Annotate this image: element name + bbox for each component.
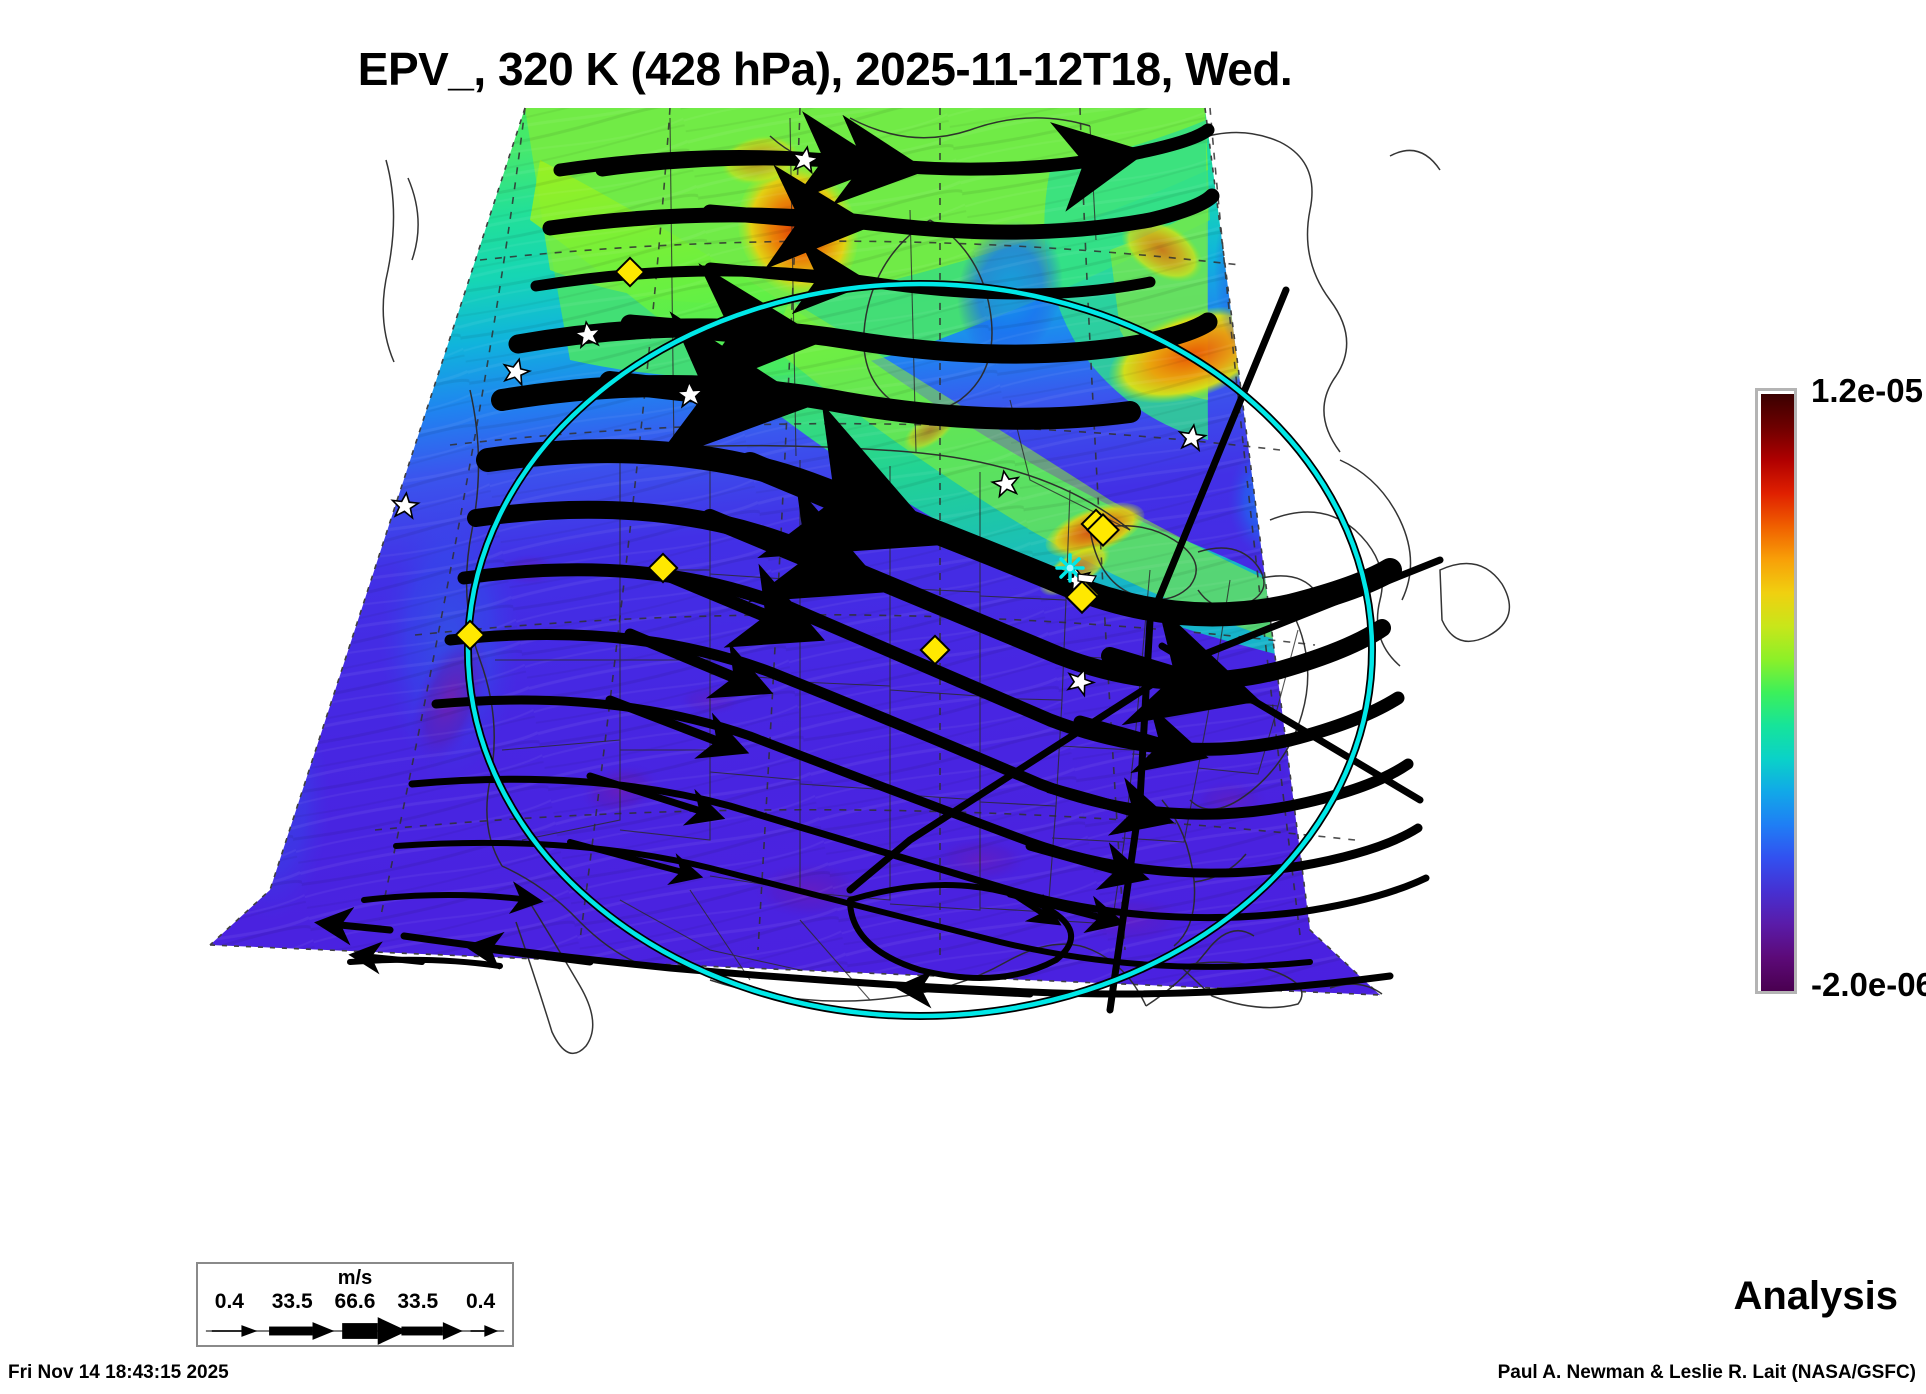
colorbar-frame: [1755, 388, 1797, 994]
domain-boundary: [209, 107, 1381, 996]
wind-legend-value-4: 0.4: [465, 1290, 496, 1313]
range-circle: [464, 280, 1376, 1020]
focus-site-flag: [1077, 573, 1097, 584]
focus-site-diamond[interactable]: [1065, 580, 1099, 614]
analysis-label: Analysis: [1733, 1274, 1898, 1318]
wind-legend-value-1: 33.5: [271, 1290, 313, 1313]
wind-legend-value-0: 0.4: [214, 1290, 244, 1313]
wind-legend-value-3: 33.5: [397, 1290, 439, 1313]
pv-shaded-field: [210, 108, 1380, 995]
wind-legend-unit-label: m/s: [337, 1267, 373, 1289]
colorbar-max-label: 1.2e-05: [1811, 372, 1923, 409]
wind-legend-value-2: 66.6: [334, 1290, 376, 1313]
colorbar: 1.2e-05 -2.0e-06: [1755, 372, 1926, 1003]
wind-legend-arrow-row: [205, 1317, 505, 1345]
run-timestamp: Fri Nov 14 18:43:15 2025: [8, 1362, 229, 1383]
colorbar-gradient: [1761, 394, 1794, 991]
page-title: EPV_, 320 K (428 hPa), 2025-11-12T18, We…: [357, 43, 1293, 95]
map-canvas[interactable]: [150, 100, 1550, 1120]
focus-site-marker[interactable]: [1055, 553, 1085, 583]
wind-legend-value-row: 0.4 33.5 66.6 33.5 0.4: [198, 1290, 512, 1314]
colorbar-min-label: -2.0e-06: [1811, 966, 1926, 1003]
flight-track-lines: [846, 286, 1444, 1014]
wind-speed-legend: m/s 0.4 33.5 66.6 33.5 0.4: [196, 1262, 514, 1347]
credit-label: Paul A. Newman & Leslie R. Lait (NASA/GS…: [1497, 1362, 1916, 1383]
map-plot-area[interactable]: [150, 100, 1550, 1120]
